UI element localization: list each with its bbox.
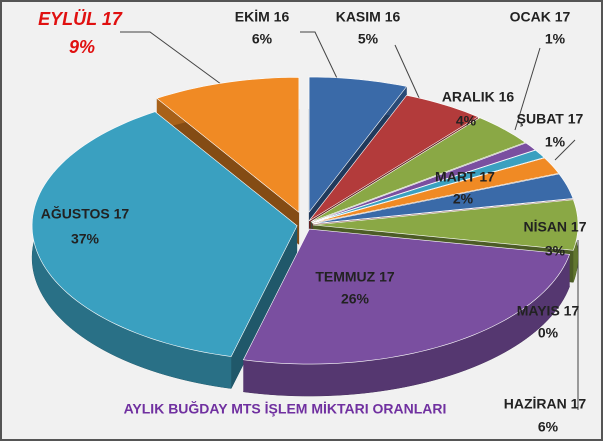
category-label: AĞUSTOS 17 xyxy=(41,205,130,222)
value-label: 2% xyxy=(453,191,474,207)
slice xyxy=(312,173,574,224)
slice xyxy=(308,95,479,222)
value-label: 6% xyxy=(252,31,273,47)
category-label: MAYIS 17 xyxy=(517,303,580,319)
category-label: ŞUBAT 17 xyxy=(517,111,584,127)
value-label: 1% xyxy=(545,31,566,47)
slice xyxy=(156,77,300,213)
category-label: ARALIK 16 xyxy=(442,89,515,105)
value-label: 9% xyxy=(69,37,95,57)
value-label: 5% xyxy=(358,31,379,47)
slice xyxy=(242,228,571,365)
slice-side xyxy=(243,254,570,397)
category-label: OCAK 17 xyxy=(510,9,571,25)
value-label: 26% xyxy=(341,291,370,307)
slice-side xyxy=(231,225,298,389)
slices xyxy=(31,76,579,365)
value-label: 4% xyxy=(456,113,477,129)
category-label: MART 17 xyxy=(435,169,495,185)
slice xyxy=(312,199,579,251)
value-label: 0% xyxy=(538,325,559,341)
category-label: EYLÜL 17 xyxy=(38,9,123,29)
value-label: 1% xyxy=(545,134,566,150)
category-label: TEMMUZ 17 xyxy=(315,269,395,285)
value-label: 37% xyxy=(71,231,100,247)
slice xyxy=(308,76,408,213)
category-label: NİSAN 17 xyxy=(523,219,586,235)
value-label: 3% xyxy=(545,243,566,259)
leader-lines xyxy=(120,31,579,410)
category-label: EKİM 16 xyxy=(235,9,290,25)
slice-side xyxy=(32,111,232,389)
slice xyxy=(311,149,545,223)
slice xyxy=(311,142,536,223)
slice xyxy=(312,198,574,225)
category-label: KASIM 16 xyxy=(336,9,401,25)
value-label: 6% xyxy=(538,419,559,435)
slice xyxy=(312,157,560,224)
slice xyxy=(310,117,526,222)
category-label: HAZİRAN 17 xyxy=(504,396,587,412)
chart-title: AYLIK BUĞDAY MTS İŞLEM MİKTARI ORANLARI xyxy=(124,400,447,417)
slice xyxy=(31,111,298,357)
